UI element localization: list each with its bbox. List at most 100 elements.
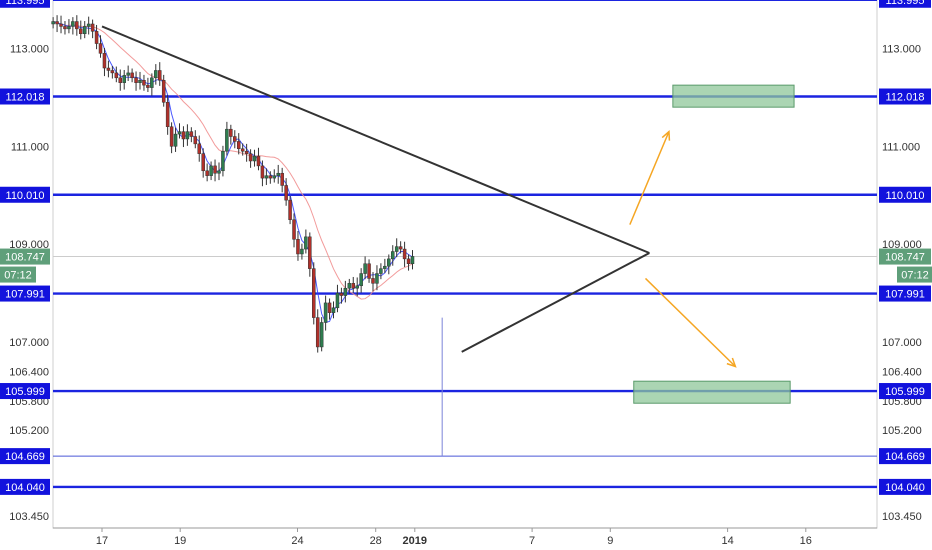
y-tick-left: 107.000	[9, 337, 49, 349]
candle-up	[359, 273, 363, 287]
target-box	[633, 380, 791, 404]
candle-up	[323, 302, 328, 323]
level-label-right: 112.018	[886, 91, 925, 103]
candle-down	[63, 26, 67, 30]
current-price-label-right-bg	[879, 248, 931, 265]
candle-up	[387, 258, 391, 267]
x-tick-label: 2019	[403, 535, 427, 547]
candle-down	[280, 172, 284, 186]
candle-up	[138, 80, 142, 83]
level-label-left: 104.669	[5, 451, 45, 463]
countdown-label-right: 07:12	[901, 270, 929, 282]
y-tick-left: 105.200	[9, 425, 49, 437]
level-label-right: 104.669	[885, 451, 925, 463]
candle-down	[110, 70, 115, 74]
candle-down	[55, 21, 59, 25]
level-label-right: 110.010	[886, 190, 925, 202]
candle-down	[260, 165, 265, 179]
candle-down	[189, 131, 194, 137]
candle-up	[82, 26, 87, 35]
candle-down	[240, 148, 245, 152]
candle-down	[312, 268, 316, 318]
candle-down	[292, 219, 296, 240]
candle-up	[355, 285, 359, 289]
candle-down	[288, 199, 292, 220]
candle-down	[197, 143, 201, 154]
countdown-label-left-bg	[0, 266, 36, 283]
candle-up	[71, 21, 75, 27]
level-label-right: 104.040	[885, 482, 925, 494]
candle-down	[351, 283, 356, 289]
candle-up	[363, 263, 367, 274]
candle-up	[252, 155, 257, 162]
y-tick-right: 103.450	[882, 511, 922, 523]
candle-up	[67, 26, 71, 30]
candle-up	[304, 236, 308, 250]
candle-down	[90, 23, 95, 32]
x-tick-label: 28	[370, 535, 382, 547]
level-label-left-bg	[0, 285, 50, 302]
y-tick-right: 107.000	[882, 337, 922, 349]
candle-up	[300, 248, 304, 255]
countdown-label-left: 07:12	[4, 270, 32, 282]
candle-up	[150, 77, 154, 88]
candle-down	[236, 141, 241, 150]
projection-arrows	[629, 130, 737, 368]
candle-up	[375, 273, 379, 284]
level-label-right: 105.999	[885, 386, 925, 398]
arrow-shaft	[644, 277, 736, 368]
level-label-right-bg	[879, 285, 931, 302]
current-price-label-right: 108.747	[885, 252, 925, 264]
level-label-left: 107.991	[5, 289, 45, 301]
candle-down	[142, 80, 146, 86]
candle-down	[327, 302, 332, 313]
candle-down	[201, 153, 205, 172]
current-price-label-left: 108.747	[5, 252, 45, 264]
candle-down	[229, 128, 233, 137]
candle-down	[256, 155, 261, 167]
candle-up	[126, 72, 130, 76]
x-tick-label: 24	[291, 535, 303, 547]
y-tick-left: 113.000	[10, 43, 49, 55]
plot-frame	[52, 0, 878, 529]
candle-down	[130, 72, 134, 79]
candle-down	[79, 28, 83, 35]
candle-down	[406, 258, 411, 265]
level-label-right-bg	[879, 448, 931, 465]
level-label-left-bg	[0, 88, 50, 105]
candle-down	[181, 131, 186, 140]
candle-up	[154, 70, 158, 79]
countdown-label-right-bg	[897, 266, 932, 283]
candle-down	[205, 170, 209, 176]
candles	[51, 15, 415, 353]
candle-up	[331, 307, 336, 313]
candle-down	[284, 185, 288, 201]
x-tick-label: 9	[607, 535, 613, 547]
y-tick-left: 111.000	[11, 141, 49, 153]
candle-up	[335, 292, 340, 309]
candle-down	[339, 292, 344, 296]
level-labels: 113.995 113.995 112.018 112.018 110.010 110.0…	[0, 0, 932, 495]
arrow-shaft	[629, 131, 670, 225]
candle-down	[102, 53, 107, 69]
candle-up	[410, 256, 415, 265]
candle-down	[146, 84, 150, 88]
candle-up	[185, 131, 190, 140]
candle-up	[390, 251, 395, 260]
candle-down	[398, 246, 403, 250]
candle-down	[59, 23, 63, 27]
candle-down	[233, 136, 237, 142]
candle-down	[296, 239, 300, 255]
level-label-left-bg	[0, 383, 50, 400]
candle-up	[217, 170, 221, 174]
candle-up	[122, 75, 126, 83]
candle-down	[315, 317, 320, 348]
candle-down	[165, 102, 170, 127]
candle-up	[177, 131, 182, 135]
x-axis-ticks: 17 19 24 28 2019 7 9 14 16	[96, 528, 812, 547]
level-label-right-bg	[879, 0, 931, 8]
candle-down	[308, 236, 312, 269]
candle-down	[98, 43, 103, 54]
candle-up	[319, 322, 324, 348]
